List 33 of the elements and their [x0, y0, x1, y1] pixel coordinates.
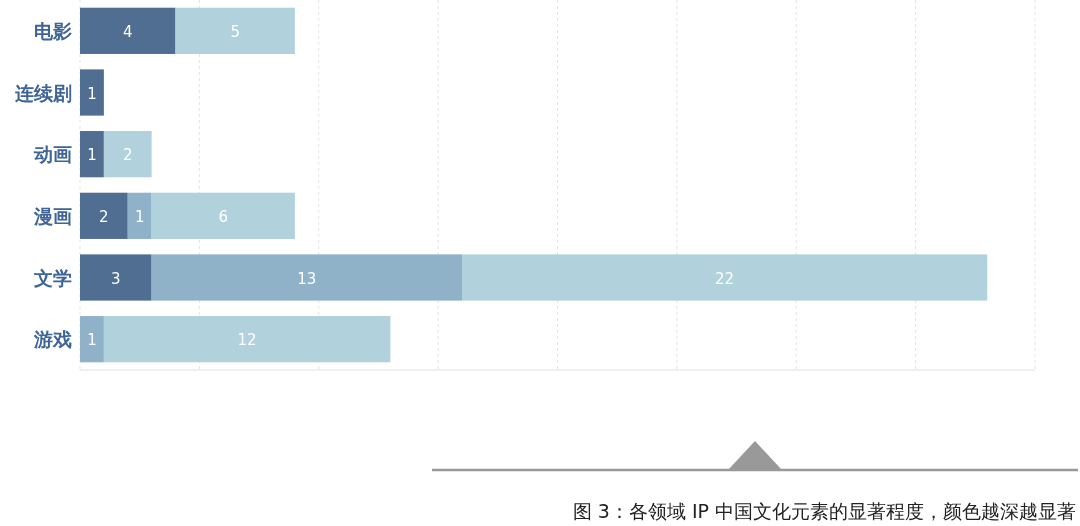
data-label: 22 — [715, 269, 735, 288]
bar — [151, 254, 462, 301]
y-tick-label: 文学 — [33, 266, 72, 289]
data-label: 4 — [122, 22, 133, 41]
data-label: 1 — [87, 331, 97, 350]
data-label: 12 — [237, 331, 257, 350]
data-label: 2 — [99, 207, 109, 226]
bar — [462, 254, 988, 301]
data-label: 13 — [297, 269, 317, 288]
data-label: 6 — [218, 207, 229, 226]
y-tick-label: 电影 — [34, 19, 72, 42]
bar — [151, 192, 295, 239]
bar — [80, 192, 128, 239]
y-tick-label: 漫画 — [33, 204, 72, 227]
data-label: 2 — [122, 146, 133, 165]
y-tick-label: 游戏 — [33, 328, 72, 351]
bar — [103, 131, 152, 178]
caption: 图 3：各领域 IP 中国文化元素的显著程度，颜色越深越显著 — [572, 500, 1076, 522]
bar — [80, 7, 176, 54]
bar — [80, 316, 104, 363]
data-label: 5 — [230, 22, 240, 41]
bar — [127, 192, 152, 239]
bar — [80, 131, 104, 178]
y-tick-label: 连续剧 — [14, 81, 72, 104]
data-label: 1 — [134, 207, 145, 226]
bar — [175, 7, 295, 54]
y-tick-label: 动画 — [33, 143, 72, 166]
data-label: 1 — [87, 146, 97, 165]
bar — [80, 69, 104, 116]
bar — [80, 254, 152, 301]
data-label: 1 — [87, 84, 97, 103]
data-label: 3 — [111, 269, 121, 288]
bar — [103, 316, 391, 363]
